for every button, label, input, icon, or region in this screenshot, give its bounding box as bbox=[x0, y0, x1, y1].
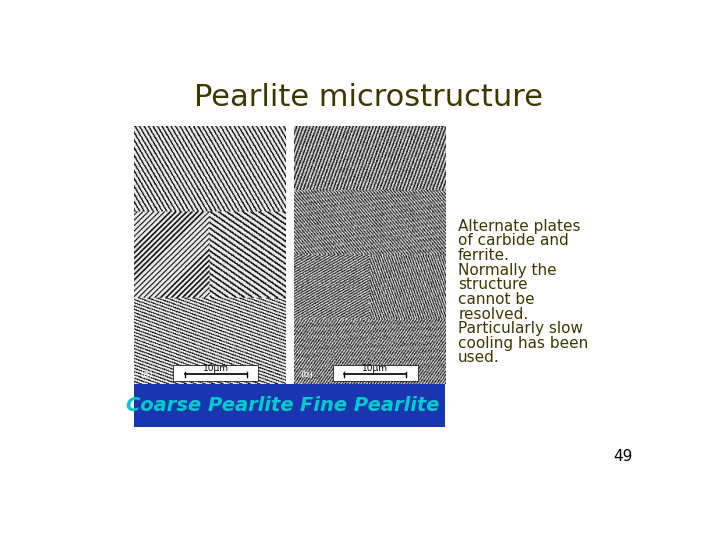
Text: of carbide and: of carbide and bbox=[458, 233, 569, 248]
Text: resolved.: resolved. bbox=[458, 307, 528, 322]
Text: Fine Pearlite: Fine Pearlite bbox=[300, 396, 439, 415]
Text: Normally the: Normally the bbox=[458, 262, 557, 278]
Text: 10μm: 10μm bbox=[202, 364, 228, 374]
Text: (a): (a) bbox=[140, 370, 153, 379]
Text: cooling has been: cooling has been bbox=[458, 336, 588, 351]
Text: 10μm: 10μm bbox=[362, 364, 388, 374]
Text: cannot be: cannot be bbox=[458, 292, 535, 307]
Text: Pearlite microstructure: Pearlite microstructure bbox=[194, 83, 544, 112]
Text: Coarse Pearlite: Coarse Pearlite bbox=[126, 396, 294, 415]
Text: ferrite.: ferrite. bbox=[458, 248, 510, 263]
Bar bbox=[333, 365, 418, 381]
Bar bbox=[134, 384, 445, 427]
Text: Alternate plates: Alternate plates bbox=[458, 219, 580, 234]
Text: used.: used. bbox=[458, 350, 500, 366]
Text: structure: structure bbox=[458, 278, 528, 292]
Text: Particularly slow: Particularly slow bbox=[458, 321, 583, 336]
Bar bbox=[173, 365, 258, 381]
Text: 49: 49 bbox=[613, 449, 632, 464]
Text: (b): (b) bbox=[300, 370, 312, 379]
